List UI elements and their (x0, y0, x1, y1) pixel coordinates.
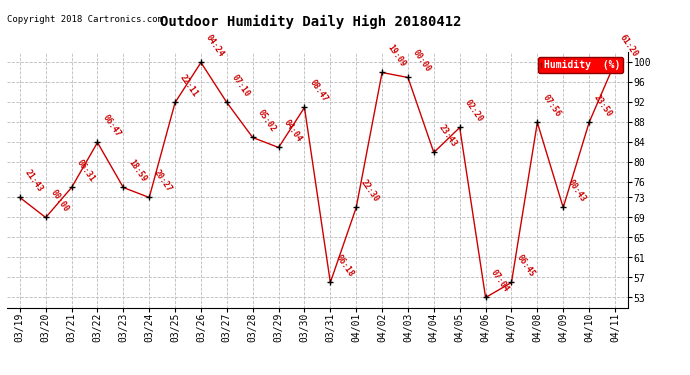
Text: 04:04: 04:04 (282, 118, 304, 144)
Legend: Humidity  (%): Humidity (%) (538, 57, 623, 73)
Text: 22:11: 22:11 (178, 73, 200, 99)
Text: 06:31: 06:31 (75, 158, 97, 183)
Text: 00:43: 00:43 (566, 178, 588, 204)
Text: 19:09: 19:09 (385, 43, 407, 69)
Text: 18:59: 18:59 (126, 158, 148, 183)
Text: 22:30: 22:30 (359, 178, 381, 204)
Text: 05:02: 05:02 (256, 108, 277, 134)
Text: 20:27: 20:27 (152, 168, 174, 194)
Text: 06:47: 06:47 (101, 113, 122, 138)
Text: 06:45: 06:45 (515, 253, 536, 279)
Text: 61:20: 61:20 (618, 33, 640, 58)
Text: 07:56: 07:56 (540, 93, 562, 118)
Text: 21:43: 21:43 (23, 168, 45, 194)
Text: 04:24: 04:24 (204, 33, 226, 58)
Text: Outdoor Humidity Daily High 20180412: Outdoor Humidity Daily High 20180412 (160, 15, 461, 29)
Text: 08:47: 08:47 (308, 78, 329, 104)
Text: 23:43: 23:43 (437, 123, 459, 148)
Text: 07:10: 07:10 (230, 73, 252, 99)
Text: 02:20: 02:20 (463, 98, 484, 123)
Text: 23:50: 23:50 (592, 93, 614, 118)
Text: 00:00: 00:00 (411, 48, 433, 74)
Text: 06:18: 06:18 (333, 253, 355, 279)
Text: 00:00: 00:00 (49, 188, 70, 213)
Text: 07:04: 07:04 (489, 268, 511, 294)
Text: Copyright 2018 Cartronics.com: Copyright 2018 Cartronics.com (7, 15, 163, 24)
